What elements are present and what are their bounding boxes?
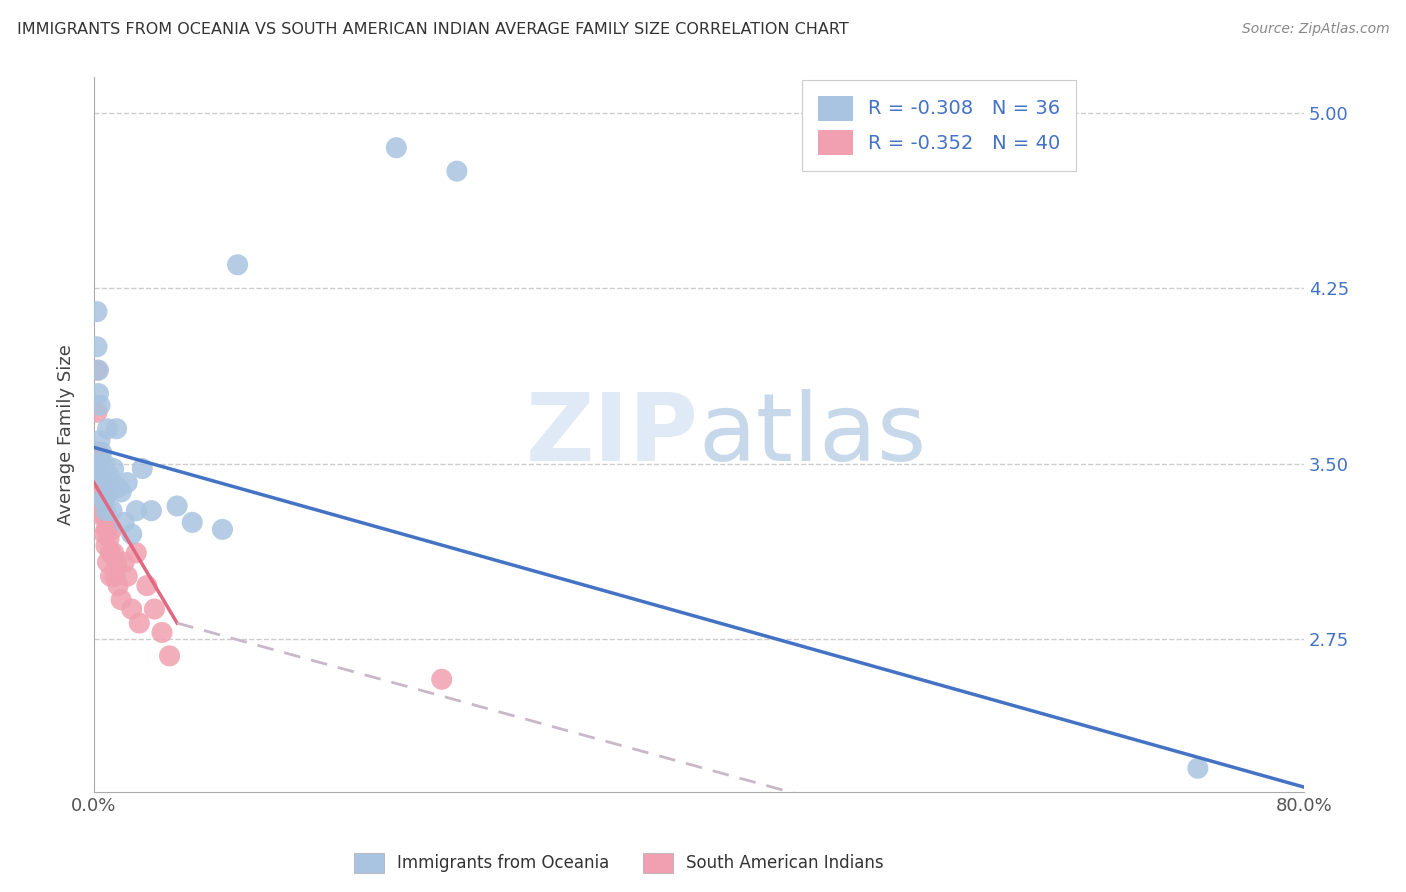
- Point: [112, 516, 135, 530]
- Legend: Immigrants from Oceania, South American Indians: Immigrants from Oceania, South American …: [347, 847, 890, 880]
- Point: [89, 398, 111, 412]
- Point: [112, 555, 135, 569]
- Point: [98, 468, 121, 483]
- Point: [86, 304, 108, 318]
- Point: [96, 422, 118, 436]
- Point: [90, 467, 112, 481]
- Point: [105, 555, 128, 569]
- Point: [89, 452, 111, 467]
- Point: [91, 468, 114, 483]
- Point: [98, 532, 121, 546]
- Point: [87, 363, 110, 377]
- Point: [166, 499, 188, 513]
- Point: [94, 504, 117, 518]
- Point: [181, 516, 204, 530]
- Point: [131, 461, 153, 475]
- Point: [115, 569, 138, 583]
- Point: [89, 434, 111, 448]
- Point: [96, 555, 118, 569]
- Point: [86, 340, 108, 354]
- Point: [115, 475, 138, 490]
- Point: [121, 602, 143, 616]
- Point: [84, 457, 107, 471]
- Point: [104, 569, 127, 583]
- Point: [143, 602, 166, 616]
- Point: [211, 523, 233, 537]
- Point: [93, 485, 115, 500]
- Point: [135, 579, 157, 593]
- Point: [98, 485, 121, 500]
- Text: IMMIGRANTS FROM OCEANIA VS SOUTH AMERICAN INDIAN AVERAGE FAMILY SIZE CORRELATION: IMMIGRANTS FROM OCEANIA VS SOUTH AMERICA…: [17, 22, 849, 37]
- Point: [105, 422, 128, 436]
- Legend: R = -0.308   N = 36, R = -0.352   N = 40: R = -0.308 N = 36, R = -0.352 N = 40: [803, 80, 1076, 171]
- Point: [226, 258, 249, 272]
- Point: [150, 625, 173, 640]
- Point: [90, 445, 112, 459]
- Point: [86, 405, 108, 419]
- Point: [93, 508, 115, 523]
- Text: atlas: atlas: [699, 389, 927, 481]
- Point: [107, 579, 129, 593]
- Point: [159, 648, 181, 663]
- Point: [1187, 761, 1209, 775]
- Point: [101, 523, 124, 537]
- Point: [90, 485, 112, 500]
- Point: [91, 499, 114, 513]
- Point: [89, 475, 111, 490]
- Point: [94, 523, 117, 537]
- Text: Source: ZipAtlas.com: Source: ZipAtlas.com: [1241, 22, 1389, 37]
- Point: [385, 141, 408, 155]
- Point: [128, 616, 150, 631]
- Point: [96, 523, 118, 537]
- Point: [87, 461, 110, 475]
- Point: [110, 592, 132, 607]
- Point: [110, 485, 132, 500]
- Point: [86, 363, 108, 377]
- Point: [121, 527, 143, 541]
- Point: [94, 539, 117, 553]
- Point: [141, 504, 163, 518]
- Point: [93, 491, 115, 506]
- Point: [446, 164, 468, 178]
- Point: [100, 546, 122, 560]
- Text: ZIP: ZIP: [526, 389, 699, 481]
- Point: [91, 491, 114, 506]
- Point: [89, 485, 111, 500]
- Point: [93, 527, 115, 541]
- Point: [125, 504, 148, 518]
- Point: [87, 445, 110, 459]
- Point: [84, 461, 107, 475]
- Point: [430, 673, 453, 687]
- Point: [84, 445, 107, 459]
- Point: [93, 457, 115, 471]
- Point: [107, 480, 129, 494]
- Point: [103, 461, 125, 475]
- Point: [101, 504, 124, 518]
- Point: [125, 546, 148, 560]
- Point: [100, 569, 122, 583]
- Y-axis label: Average Family Size: Average Family Size: [58, 344, 75, 525]
- Point: [90, 508, 112, 523]
- Point: [90, 468, 112, 483]
- Point: [103, 546, 125, 560]
- Point: [91, 475, 114, 490]
- Point: [100, 475, 122, 490]
- Point: [87, 386, 110, 401]
